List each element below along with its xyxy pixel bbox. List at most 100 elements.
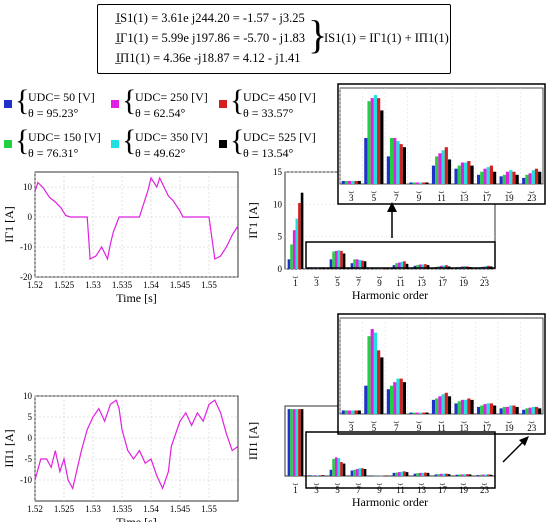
bar-11-1	[395, 472, 398, 476]
bar-9-4	[382, 475, 385, 477]
zoom-bar-23-5	[538, 408, 542, 414]
zoom-bar-19-3	[509, 405, 513, 414]
x-tick-label: 17	[438, 278, 448, 288]
bar-23-1	[479, 474, 482, 476]
category-brace: ⏟	[377, 268, 383, 280]
legend-udc-6: UDC= 525 [V]	[243, 130, 316, 144]
zoom-bar-19-0	[499, 408, 503, 414]
bar-3-0	[308, 475, 312, 476]
zoom-bar-5-5	[380, 110, 384, 184]
legend-udc-3: UDC= 450 [V]	[243, 90, 316, 104]
line-plot-frame-1	[34, 171, 239, 278]
bar-5-0	[329, 469, 333, 476]
zoom-tick-label: 13	[460, 423, 470, 433]
x-tick-label: 1	[293, 485, 298, 495]
x-tick-label: 1.52	[27, 280, 43, 290]
legend-swatch-1	[4, 100, 12, 108]
zoom-bar-17-2	[483, 168, 487, 184]
zoom-bar-7-0	[386, 389, 390, 414]
zoom-tick-label: 17	[482, 423, 492, 433]
bar-19-2	[460, 474, 464, 476]
zoom-tick-label: 11	[437, 423, 446, 433]
bar-7-3	[358, 468, 362, 476]
zoom-bar-9-0	[409, 182, 413, 184]
bar-1-0	[287, 409, 291, 476]
category-brace: ⏟	[461, 268, 467, 280]
zoom-bar-19-2	[505, 406, 510, 414]
zoom-tick-label: 11	[437, 193, 446, 203]
equation-gamma1: I̲Γ1(1) = 5.99e j197.86 = -5.70 - j1.83	[116, 31, 306, 45]
bar-13-3	[421, 264, 425, 269]
zoom-bar-13-1	[457, 401, 461, 414]
zoom-bar-23-0	[522, 409, 526, 414]
y-tick-label: 10	[23, 391, 33, 401]
zoom-bar-23-1	[525, 408, 529, 414]
bar-7-2	[355, 259, 359, 269]
zoom-bar-5-0	[364, 385, 368, 414]
zoom-bar-9-2	[415, 412, 419, 414]
zoom-bar-5-1	[367, 101, 371, 184]
zoom-bar-9-5	[425, 412, 429, 414]
x-tick-label: 13	[417, 278, 427, 288]
equation-box: I̲S1(1) = 3.61e j244.20 = -1.57 - j3.25 …	[97, 4, 451, 74]
bar-17-0	[434, 474, 438, 476]
legend-theta-1: θ = 95.23°	[28, 106, 79, 120]
zoom-source-box-2	[305, 431, 496, 489]
bar-3-1	[311, 475, 314, 476]
x-tick-label: 1.525	[54, 280, 75, 290]
zoom-arrow-2	[502, 439, 526, 463]
x-tick-label: 1	[293, 278, 298, 288]
bar-23-3	[484, 474, 488, 476]
bar-17-4	[445, 265, 448, 269]
y-tick-label: 10	[23, 182, 33, 192]
zoom-bar-19-1	[502, 174, 506, 184]
zoom-arrow-head-2	[519, 436, 529, 446]
bar-17-5	[447, 474, 451, 476]
legend-swatch-4	[4, 140, 12, 148]
bar-3-3	[316, 475, 320, 476]
x-tick-label: 23	[480, 278, 490, 288]
y-tick-label: -5	[25, 454, 33, 464]
category-brace: ⏟	[349, 183, 355, 195]
bar-9-3	[379, 475, 383, 477]
zoom-tick-label: 5	[372, 193, 377, 203]
zoom-bar-11-2	[438, 396, 442, 414]
bar-11-3	[400, 261, 404, 269]
category-brace: ⏟	[335, 475, 341, 487]
zoom-bar-3-3	[351, 180, 355, 184]
zoom-bar-19-1	[502, 406, 506, 414]
legend-udc-4: UDC= 150 [V]	[28, 130, 101, 144]
x-tick-label: 13	[417, 485, 427, 495]
bar-5-5	[342, 253, 346, 269]
bar-1-3	[295, 409, 299, 476]
y-tick-label: -10	[20, 475, 32, 485]
x-tick-label: 19	[459, 278, 469, 288]
category-brace: ⏟	[419, 475, 425, 487]
category-brace: ⏟	[356, 475, 362, 487]
legend-brace: {	[230, 124, 245, 157]
category-brace: ⏟	[529, 183, 535, 195]
bar-9-5	[384, 475, 388, 477]
bar-3-5	[321, 475, 325, 476]
zoom-bar-3-1	[344, 180, 349, 184]
bar-3-2	[313, 475, 317, 476]
zoom-bar-5-2	[370, 98, 374, 184]
bar-7-1	[353, 469, 356, 476]
legend-brace: {	[15, 84, 30, 117]
zoom-tick-label: 13	[460, 193, 470, 203]
zoom-tick-label: 23	[527, 193, 537, 203]
bar-9-2	[376, 268, 380, 270]
zoom-bar-9-4	[422, 412, 426, 414]
zoom-bar-11-5	[447, 396, 452, 414]
bar-11-4	[403, 471, 406, 476]
bar-1-5	[300, 409, 304, 476]
bar-23-5	[489, 474, 493, 476]
bar-13-1	[416, 265, 419, 269]
zoom-bar-19-2	[505, 171, 510, 184]
bar-1-2	[292, 409, 296, 476]
zoom-bar-5-2	[370, 329, 374, 414]
zoom-bar-9-1	[412, 182, 416, 184]
category-brace: ⏟	[440, 268, 446, 280]
category-brace: ⏟	[398, 475, 404, 487]
